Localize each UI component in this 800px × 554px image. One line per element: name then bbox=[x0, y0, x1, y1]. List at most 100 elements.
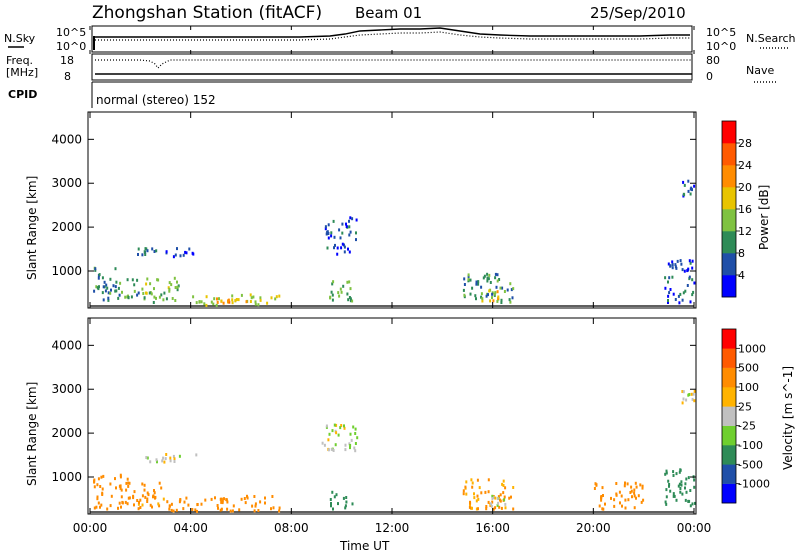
scatter-cell bbox=[253, 495, 256, 498]
scatter-cell bbox=[264, 496, 266, 500]
scatter-cell bbox=[677, 484, 680, 488]
power-y-ticks: 1000 2000 3000 4000 bbox=[51, 132, 696, 278]
scatter-cell bbox=[102, 474, 105, 478]
scatter-cell bbox=[469, 292, 472, 296]
scatter-cell bbox=[251, 504, 254, 508]
scatter-cell bbox=[96, 483, 99, 487]
scatter-cell bbox=[492, 299, 495, 303]
scatter-cell bbox=[97, 477, 100, 481]
scatter-cell bbox=[633, 494, 636, 498]
colorbar-tick-label: 25 bbox=[738, 400, 752, 413]
scatter-cell bbox=[161, 459, 164, 463]
y-tick-label: 4000 bbox=[51, 338, 82, 352]
colorbar-tick-label: -1000 bbox=[738, 478, 770, 491]
scatter-cell bbox=[167, 286, 170, 290]
scatter-cell bbox=[146, 456, 149, 460]
scatter-cell bbox=[205, 303, 208, 307]
scatter-cell bbox=[595, 483, 598, 487]
colorbar-tick-label: 500 bbox=[738, 362, 759, 375]
colorbar-tick-label: 1000 bbox=[738, 342, 766, 355]
power-colorbar-label: Power [dB] bbox=[757, 185, 771, 250]
scatter-cell bbox=[153, 491, 156, 495]
scatter-cell bbox=[627, 498, 630, 502]
cpid-label: CPID bbox=[8, 88, 37, 101]
scatter-cell bbox=[691, 278, 694, 282]
scatter-cell bbox=[146, 497, 149, 501]
scatter-cell bbox=[136, 293, 139, 297]
scatter-cell bbox=[101, 493, 104, 496]
scatter-cell bbox=[602, 494, 604, 497]
scatter-cell bbox=[496, 497, 499, 501]
scatter-cell bbox=[686, 284, 689, 287]
scatter-cell bbox=[172, 454, 175, 458]
scatter-cell bbox=[330, 234, 333, 238]
scatter-cell bbox=[692, 290, 695, 294]
scatter-cell bbox=[246, 494, 248, 498]
scatter-cell bbox=[503, 498, 506, 502]
scatter-cell bbox=[330, 447, 333, 451]
colorbar-swatch bbox=[722, 367, 736, 388]
scatter-cell bbox=[259, 296, 262, 300]
scatter-region bbox=[321, 423, 359, 453]
scatter-cell bbox=[142, 292, 145, 295]
velocity-colorbar: 1000 500 100 25 -25 -100 -500 -1000 bbox=[721, 328, 770, 504]
scatter-cell bbox=[335, 431, 338, 435]
scatter-cell bbox=[499, 493, 502, 497]
scatter-cell bbox=[145, 456, 148, 459]
scatter-cell bbox=[173, 457, 176, 461]
scatter-cell bbox=[689, 504, 692, 508]
scatter-cell bbox=[147, 493, 150, 497]
scatter-cell bbox=[137, 291, 140, 295]
scatter-cell bbox=[149, 282, 152, 286]
scatter-cell bbox=[118, 501, 121, 505]
scatter-cell bbox=[227, 299, 230, 303]
scatter-cell bbox=[684, 498, 687, 502]
scatter-cell bbox=[340, 424, 343, 427]
colorbar-tick-label: 8 bbox=[738, 247, 745, 260]
scatter-cell bbox=[101, 487, 104, 491]
scatter-cell bbox=[331, 298, 334, 302]
scatter-cell bbox=[664, 500, 667, 504]
scatter-cell bbox=[624, 481, 626, 485]
scatter-cell bbox=[501, 482, 504, 486]
scatter-cell bbox=[105, 283, 108, 287]
velocity-y-label: Slant Range [km] bbox=[25, 382, 39, 486]
scatter-cell bbox=[345, 496, 348, 499]
scatter-cell bbox=[467, 277, 470, 281]
scatter-cell bbox=[340, 246, 343, 250]
scatter-cell bbox=[344, 506, 347, 510]
scatter-cell bbox=[143, 483, 146, 487]
time-axis-label: Time UT bbox=[339, 539, 390, 553]
scatter-cell bbox=[462, 489, 465, 493]
scatter-cell bbox=[162, 298, 165, 302]
freq-tick-top: 18 bbox=[60, 54, 74, 67]
scatter-cell bbox=[217, 506, 219, 510]
colorbar-swatch bbox=[722, 275, 736, 298]
scatter-cell bbox=[117, 286, 120, 290]
x-tick-label: 12:00 bbox=[375, 521, 410, 535]
scatter-cell bbox=[635, 496, 637, 500]
scatter-region bbox=[127, 481, 165, 511]
scatter-cell bbox=[340, 290, 343, 294]
scatter-cell bbox=[694, 501, 696, 505]
scatter-cell bbox=[351, 299, 354, 303]
scatter-cell bbox=[106, 286, 109, 290]
scatter-cell bbox=[498, 278, 501, 281]
scatter-cell bbox=[175, 508, 178, 512]
scatter-cell bbox=[503, 290, 506, 293]
scatter-cell bbox=[347, 298, 350, 302]
scatter-cell bbox=[172, 509, 175, 513]
scatter-cell bbox=[501, 286, 504, 290]
scatter-cell bbox=[141, 287, 144, 291]
scatter-cell bbox=[169, 459, 172, 463]
scatter-cell bbox=[691, 397, 694, 401]
scatter-cell bbox=[343, 245, 346, 249]
scatter-cell bbox=[331, 282, 334, 286]
scatter-cell bbox=[671, 275, 674, 279]
scatter-cell bbox=[494, 506, 497, 510]
scatter-cell bbox=[483, 274, 486, 278]
nave-label: Nave bbox=[746, 64, 774, 77]
scatter-cell bbox=[133, 503, 135, 507]
scatter-cell bbox=[678, 470, 681, 474]
scatter-region bbox=[329, 490, 354, 511]
